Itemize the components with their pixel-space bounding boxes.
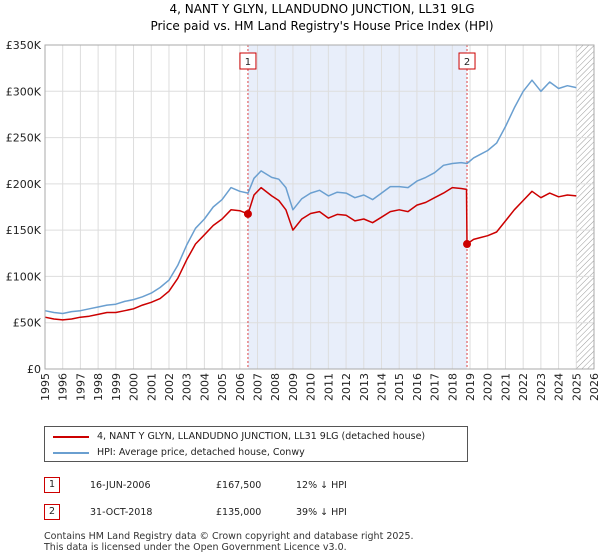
y-tick-label: £250K [6,132,42,145]
series-line-property [44,186,577,321]
y-tick-label: £150K [6,224,42,237]
x-tick-label: 2018 [446,373,459,401]
forecast-hatch-region [576,45,594,369]
x-tick-label: 2001 [145,373,158,401]
transaction-price: £167,500 [216,480,262,491]
legend-label-hpi: HPI: Average price, detached house, Conw… [97,447,305,458]
x-tick-label: 2016 [411,373,424,401]
plot-area: 1 2 £0 £50K £100K £150K £200K £250K £300K £350K 19… [6,39,600,401]
y-tick-label: £200K [6,178,42,191]
chart-subtitle: Price paid vs. HM Land Registry's House … [150,19,493,33]
sale-point [243,209,252,218]
transaction-date: 16-JUN-2006 [90,480,151,491]
y-tick-label: £350K [6,39,42,52]
x-tick-label: 2010 [305,373,318,401]
transaction-price: £135,000 [216,507,262,518]
x-tick-label: 2006 [234,373,247,401]
legend-label-property: 4, NANT Y GLYN, LLANDUDNO JUNCTION, LL31… [97,431,426,442]
x-tick-label: 2024 [553,373,566,401]
y-tick-label: £50K [13,317,42,330]
x-tick-label: 2003 [181,373,194,401]
x-tick-label: 2011 [322,373,335,401]
x-tick-label: 2000 [128,373,141,401]
y-tick-label: £0 [27,363,41,376]
x-tick-label: 2008 [269,373,282,401]
transaction-date: 31-OCT-2018 [90,507,153,518]
x-tick-label: 2015 [393,373,406,401]
sale-point [463,240,472,249]
x-tick-label: 2020 [482,373,495,401]
x-tick-label: 2019 [464,373,477,401]
footer-line-copyright: Contains HM Land Registry data © Crown c… [44,531,414,542]
x-tick-label: 1998 [92,373,105,401]
series-line-hpi [44,79,577,315]
transaction-number: 2 [44,504,60,520]
price-chart: 4, NANT Y GLYN, LLANDUDNO JUNCTION, LL31… [6,2,600,401]
legend-swatch-property [53,435,89,438]
sale-marker-box [239,52,257,70]
x-tick-label: 2007 [252,373,265,401]
sale-marker-box [458,52,476,70]
x-tick-label: 2021 [499,373,512,401]
x-tick-label: 2023 [535,373,548,401]
x-tick-label: 1995 [39,373,52,401]
y-tick-label: £300K [6,85,42,98]
transaction-number: 1 [44,477,60,493]
x-tick-label: 2013 [358,373,371,401]
y-tick-label: £100K [6,270,42,283]
x-tick-label: 2004 [198,373,211,401]
legend-swatch-hpi [53,451,89,454]
sale-marker-label: 1 [245,57,251,68]
x-tick-label: 2022 [517,373,530,401]
x-tick-label: 2017 [429,373,442,401]
legend-item-property: 4, NANT Y GLYN, LLANDUDNO JUNCTION, LL31… [53,430,425,444]
plot-border [44,44,595,370]
x-tick-label: 1997 [74,373,87,401]
x-tick-label: 1996 [57,373,70,401]
x-tick-label: 2026 [588,373,600,401]
x-tick-label: 2005 [216,373,229,401]
sale-marker-label: 2 [464,57,470,68]
footer-attribution: Contains HM Land Registry data © Crown c… [44,531,414,553]
x-tick-label: 2014 [375,373,388,401]
x-tick-label: 2025 [570,373,583,401]
x-tick-label: 2002 [163,373,176,401]
transaction-hpi-diff: 39% ↓ HPI [296,507,347,518]
legend-item-hpi: HPI: Average price, detached house, Conw… [53,446,305,460]
transaction-hpi-diff: 12% ↓ HPI [296,480,347,491]
footer-line-licence: This data is licensed under the Open Gov… [44,542,347,553]
x-tick-label: 1999 [110,373,123,401]
chart-title: 4, NANT Y GLYN, LLANDUDNO JUNCTION, LL31… [169,2,474,16]
x-tick-label: 2009 [287,373,300,401]
legend: 4, NANT Y GLYN, LLANDUDNO JUNCTION, LL31… [44,426,468,462]
x-tick-label: 2012 [340,373,353,401]
